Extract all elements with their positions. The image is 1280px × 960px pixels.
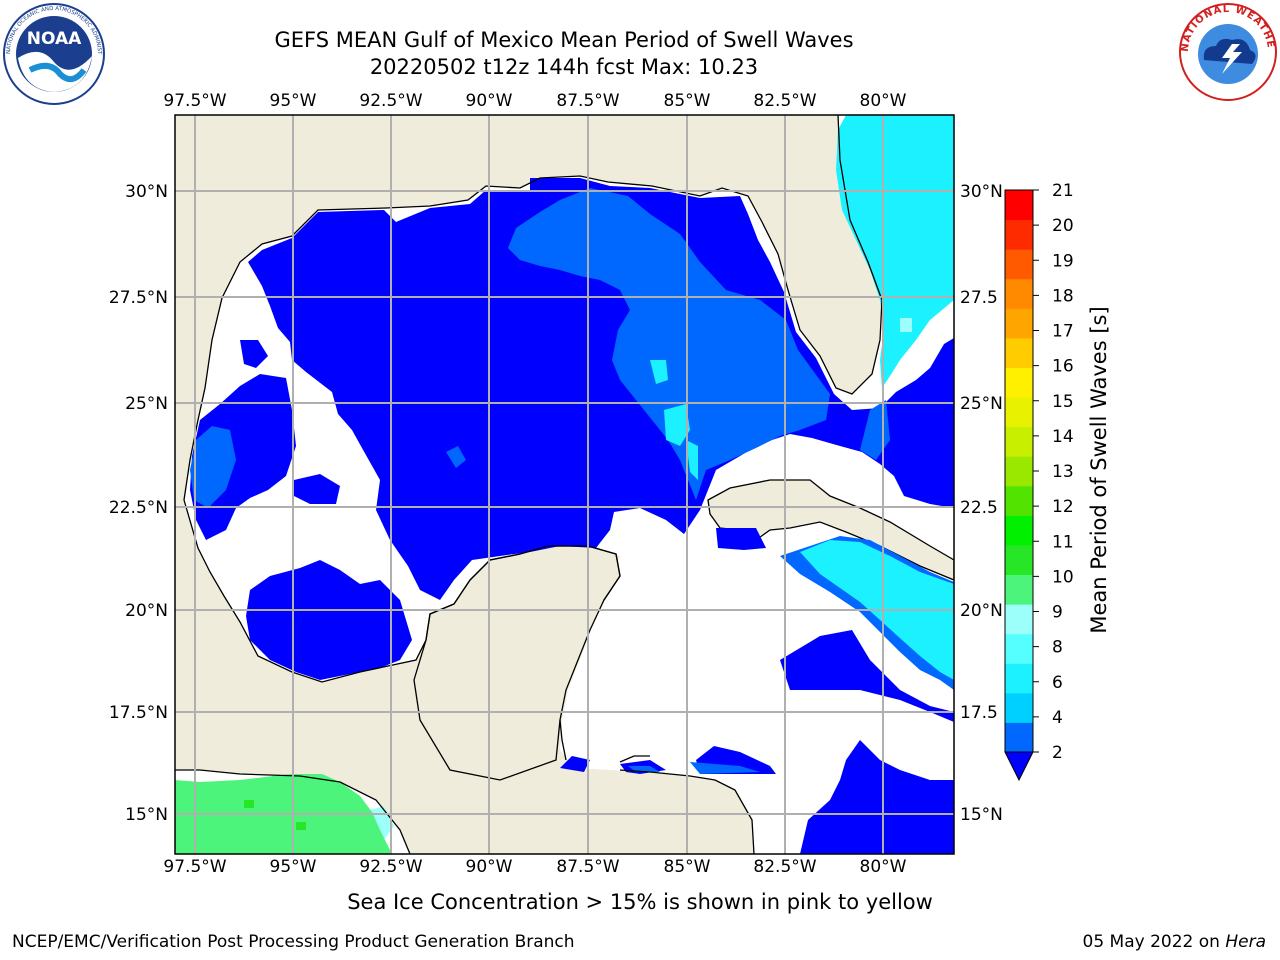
lat-label: 27.5	[960, 288, 998, 308]
chart-title: GEFS MEAN Gulf of Mexico Mean Period of …	[274, 28, 854, 52]
lon-label: 87.5°W	[556, 91, 619, 111]
lat-label: 30°N	[125, 182, 168, 202]
date-text: 05 May 2022 on	[1082, 932, 1226, 952]
colorbar-extend-arrow	[1004, 751, 1034, 782]
colorbar-segment	[1005, 367, 1033, 398]
lon-label: 97.5°W	[163, 91, 226, 111]
colorbar-tick-label: 16	[1052, 357, 1074, 377]
colorbar-segment	[1005, 633, 1033, 664]
lon-label: 82.5°W	[753, 857, 816, 877]
colorbar-segment	[1005, 308, 1033, 339]
date-stamp: 05 May 2022 on Hera	[1083, 932, 1267, 952]
nws-logo: NATIONAL WEATHER SERVICE	[1176, 0, 1277, 101]
lat-labels-right: 30°N 27.5 25°N 22.5 20°N 17.5 15°N	[960, 182, 1003, 825]
lon-labels-bottom: 97.5°W 95°W 92.5°W 90°W 87.5°W 85°W 82.5…	[163, 857, 906, 877]
colorbar-tick-label: 21	[1052, 181, 1074, 201]
colorbar-segment	[1005, 249, 1033, 280]
lon-label: 97.5°W	[163, 857, 226, 877]
colorbar-segment	[1005, 485, 1033, 516]
colorbar-segment	[1005, 574, 1033, 605]
colorbar-tick-label: 6	[1052, 673, 1063, 693]
colorbar-segment	[1005, 456, 1033, 487]
colorbar-segment	[1005, 397, 1033, 428]
lat-labels-left: 30°N 27.5°N 25°N 22.5°N 20°N 17.5°N 15°N	[109, 182, 168, 825]
lon-label: 90°W	[466, 91, 513, 111]
colorbar-tick-label: 20	[1052, 216, 1074, 236]
chart-subtitle: 20220502 t12z 144h fcst Max: 10.23	[369, 55, 759, 79]
colorbar	[1004, 189, 1034, 782]
lon-label: 85°W	[664, 857, 711, 877]
colorbar-segment	[1005, 544, 1033, 576]
colorbar-segment	[1005, 426, 1033, 457]
lon-label: 95°W	[270, 857, 317, 877]
machine-name: Hera	[1225, 932, 1266, 952]
colorbar-tick-label: 12	[1052, 497, 1074, 517]
swell-10-11s	[244, 800, 306, 830]
lat-label: 27.5°N	[109, 288, 168, 308]
colorbar-segment	[1005, 278, 1033, 309]
colorbar-tick-label: 17	[1052, 322, 1074, 342]
map-frame	[174, 114, 955, 855]
colorbar-tick-label: 11	[1052, 532, 1074, 552]
lat-label: 30°N	[960, 182, 1003, 202]
lon-label: 82.5°W	[753, 91, 816, 111]
lat-label: 17.5	[960, 703, 998, 723]
colorbar-tick-label: 2	[1052, 743, 1063, 763]
noaa-logo: NOAA NATIONAL OCEANIC AND ATMOSPHERIC AD…	[0, 0, 105, 105]
lat-label: 20°N	[125, 601, 168, 621]
lon-label: 87.5°W	[556, 857, 619, 877]
lon-label: 85°W	[664, 91, 711, 111]
colorbar-segment	[1005, 663, 1033, 694]
colorbar-tick-label: 4	[1052, 708, 1063, 728]
colorbar-tick-label: 10	[1052, 567, 1074, 587]
colorbar-tick-label: 15	[1052, 392, 1074, 412]
colorbar-tick-label: 13	[1052, 462, 1074, 482]
colorbar-label: Mean Period of Swell Waves [s]	[1087, 306, 1111, 633]
lon-label: 92.5°W	[359, 91, 422, 111]
lat-label: 25°N	[960, 394, 1003, 414]
noaa-logo-text: NOAA	[27, 29, 82, 49]
lat-label: 15°N	[960, 805, 1003, 825]
lon-label: 92.5°W	[359, 857, 422, 877]
colorbar-segment	[1005, 692, 1033, 723]
lat-label: 25°N	[125, 394, 168, 414]
lon-label: 80°W	[860, 857, 907, 877]
colorbar-ticks: 2 4 6 8 9 10 11 12 13 14 15 16 17 18 19 20 21	[1033, 181, 1074, 763]
lon-labels-top: 97.5°W 95°W 92.5°W 90°W 87.5°W 85°W 82.5…	[163, 91, 906, 111]
lat-label: 15°N	[125, 805, 168, 825]
colorbar-segment	[1005, 219, 1033, 250]
lon-label: 95°W	[270, 91, 317, 111]
sea-ice-note: Sea Ice Concentration > 15% is shown in …	[347, 890, 933, 914]
lat-label: 22.5°N	[109, 498, 168, 518]
colorbar-tick-label: 19	[1052, 251, 1074, 271]
lat-label: 22.5	[960, 498, 998, 518]
colorbar-segment	[1005, 515, 1033, 546]
graticule	[175, 115, 954, 854]
lat-label: 17.5°N	[109, 703, 168, 723]
colorbar-segment	[1005, 190, 1033, 221]
colorbar-tick-label: 14	[1052, 427, 1074, 447]
colorbar-segment	[1005, 722, 1033, 753]
lat-label: 20°N	[960, 601, 1003, 621]
lon-label: 90°W	[466, 857, 513, 877]
lon-label: 80°W	[860, 91, 907, 111]
colorbar-segment	[1005, 337, 1033, 368]
credit-line: NCEP/EMC/Verification Post Processing Pr…	[12, 932, 575, 952]
colorbar-tick-label: 8	[1052, 638, 1063, 658]
colorbar-segment	[1005, 604, 1033, 635]
colorbar-tick-label: 9	[1052, 603, 1063, 623]
colorbar-tick-label: 18	[1052, 286, 1074, 306]
